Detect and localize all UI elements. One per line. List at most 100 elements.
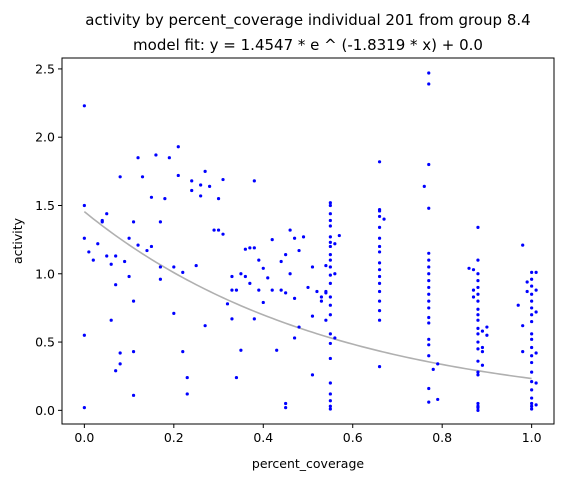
data-point	[328, 203, 332, 208]
data-point	[476, 332, 480, 336]
data-point	[239, 348, 243, 352]
data-point	[96, 242, 100, 246]
data-point	[243, 247, 247, 251]
data-point	[480, 350, 485, 354]
data-point	[382, 217, 386, 221]
data-point	[377, 160, 382, 164]
data-point	[82, 203, 86, 208]
data-point	[158, 220, 162, 224]
data-point	[485, 333, 489, 337]
data-point	[377, 268, 382, 272]
data-point	[91, 258, 95, 262]
data-point	[172, 265, 176, 269]
data-point	[275, 348, 279, 352]
data-point	[230, 288, 234, 292]
data-point	[471, 268, 476, 272]
data-point	[534, 310, 538, 314]
x-axis-ticks: 0.0 0.2 0.4 0.6 0.8 1.0	[74, 424, 542, 445]
data-point	[476, 408, 480, 412]
data-point	[230, 317, 234, 321]
data-point	[328, 392, 332, 396]
data-point	[154, 153, 158, 157]
data-point	[328, 407, 332, 411]
data-point	[476, 285, 480, 290]
data-point	[105, 254, 109, 258]
data-point	[328, 404, 332, 408]
data-point	[530, 337, 534, 341]
data-point	[230, 274, 234, 279]
data-point	[185, 392, 189, 396]
x-tick-label: 0.8	[432, 430, 452, 445]
data-point	[328, 332, 332, 336]
data-point	[216, 228, 221, 232]
data-point	[480, 329, 485, 333]
data-point	[427, 272, 431, 276]
data-point	[203, 324, 207, 328]
data-point	[288, 228, 292, 232]
data-point	[516, 303, 520, 307]
data-point	[530, 407, 534, 411]
data-point	[203, 169, 207, 173]
data-point	[436, 362, 440, 366]
data-point	[534, 351, 538, 355]
y-axis-label: activity	[10, 217, 25, 264]
y-tick-label: 0.5	[35, 335, 55, 350]
data-point	[534, 403, 538, 407]
data-point	[239, 272, 243, 276]
data-point	[199, 183, 203, 187]
data-point	[82, 406, 86, 410]
data-point	[476, 318, 480, 322]
data-point	[131, 299, 136, 303]
data-point	[284, 401, 288, 406]
data-point	[427, 71, 431, 75]
data-point	[319, 299, 324, 303]
data-point	[521, 243, 525, 247]
data-point	[476, 292, 480, 296]
data-point	[521, 350, 525, 354]
data-point	[530, 277, 534, 281]
data-point	[377, 244, 382, 249]
data-point	[427, 279, 431, 283]
data-point	[328, 253, 332, 257]
data-point	[530, 380, 534, 384]
data-point	[476, 340, 480, 344]
data-point	[534, 381, 538, 385]
data-point	[333, 272, 337, 276]
plot-area-frame	[61, 57, 555, 425]
data-point	[476, 225, 480, 229]
data-point	[292, 236, 297, 240]
data-point	[212, 228, 216, 232]
data-point	[530, 345, 534, 350]
data-point	[521, 324, 525, 328]
data-point	[257, 288, 261, 292]
data-point	[328, 218, 332, 223]
data-point	[261, 300, 265, 305]
x-tick-label: 0.6	[343, 430, 363, 445]
data-point	[100, 218, 104, 223]
data-point	[118, 362, 122, 366]
data-point	[427, 306, 431, 310]
data-point	[315, 289, 319, 294]
chart-subtitle: model fit: y = 1.4547 * e ^ (-1.8319 * x…	[133, 36, 483, 54]
chart-title: activity by percent_coverage individual …	[85, 11, 530, 30]
data-point	[427, 337, 431, 341]
data-point	[181, 270, 185, 275]
data-point	[190, 188, 194, 193]
data-point	[257, 258, 261, 262]
data-point	[297, 325, 301, 329]
data-point	[136, 243, 140, 247]
data-point	[476, 373, 480, 377]
data-point	[427, 258, 431, 262]
data-point	[427, 292, 431, 296]
data-point	[471, 288, 476, 292]
data-point	[163, 197, 167, 201]
data-point	[427, 400, 431, 404]
data-point	[377, 281, 382, 285]
data-point	[427, 82, 431, 86]
y-tick-label: 2.5	[35, 61, 55, 76]
data-point	[534, 270, 538, 275]
data-point	[427, 285, 431, 290]
x-tick-label: 0.0	[74, 430, 94, 445]
data-point	[377, 236, 382, 240]
